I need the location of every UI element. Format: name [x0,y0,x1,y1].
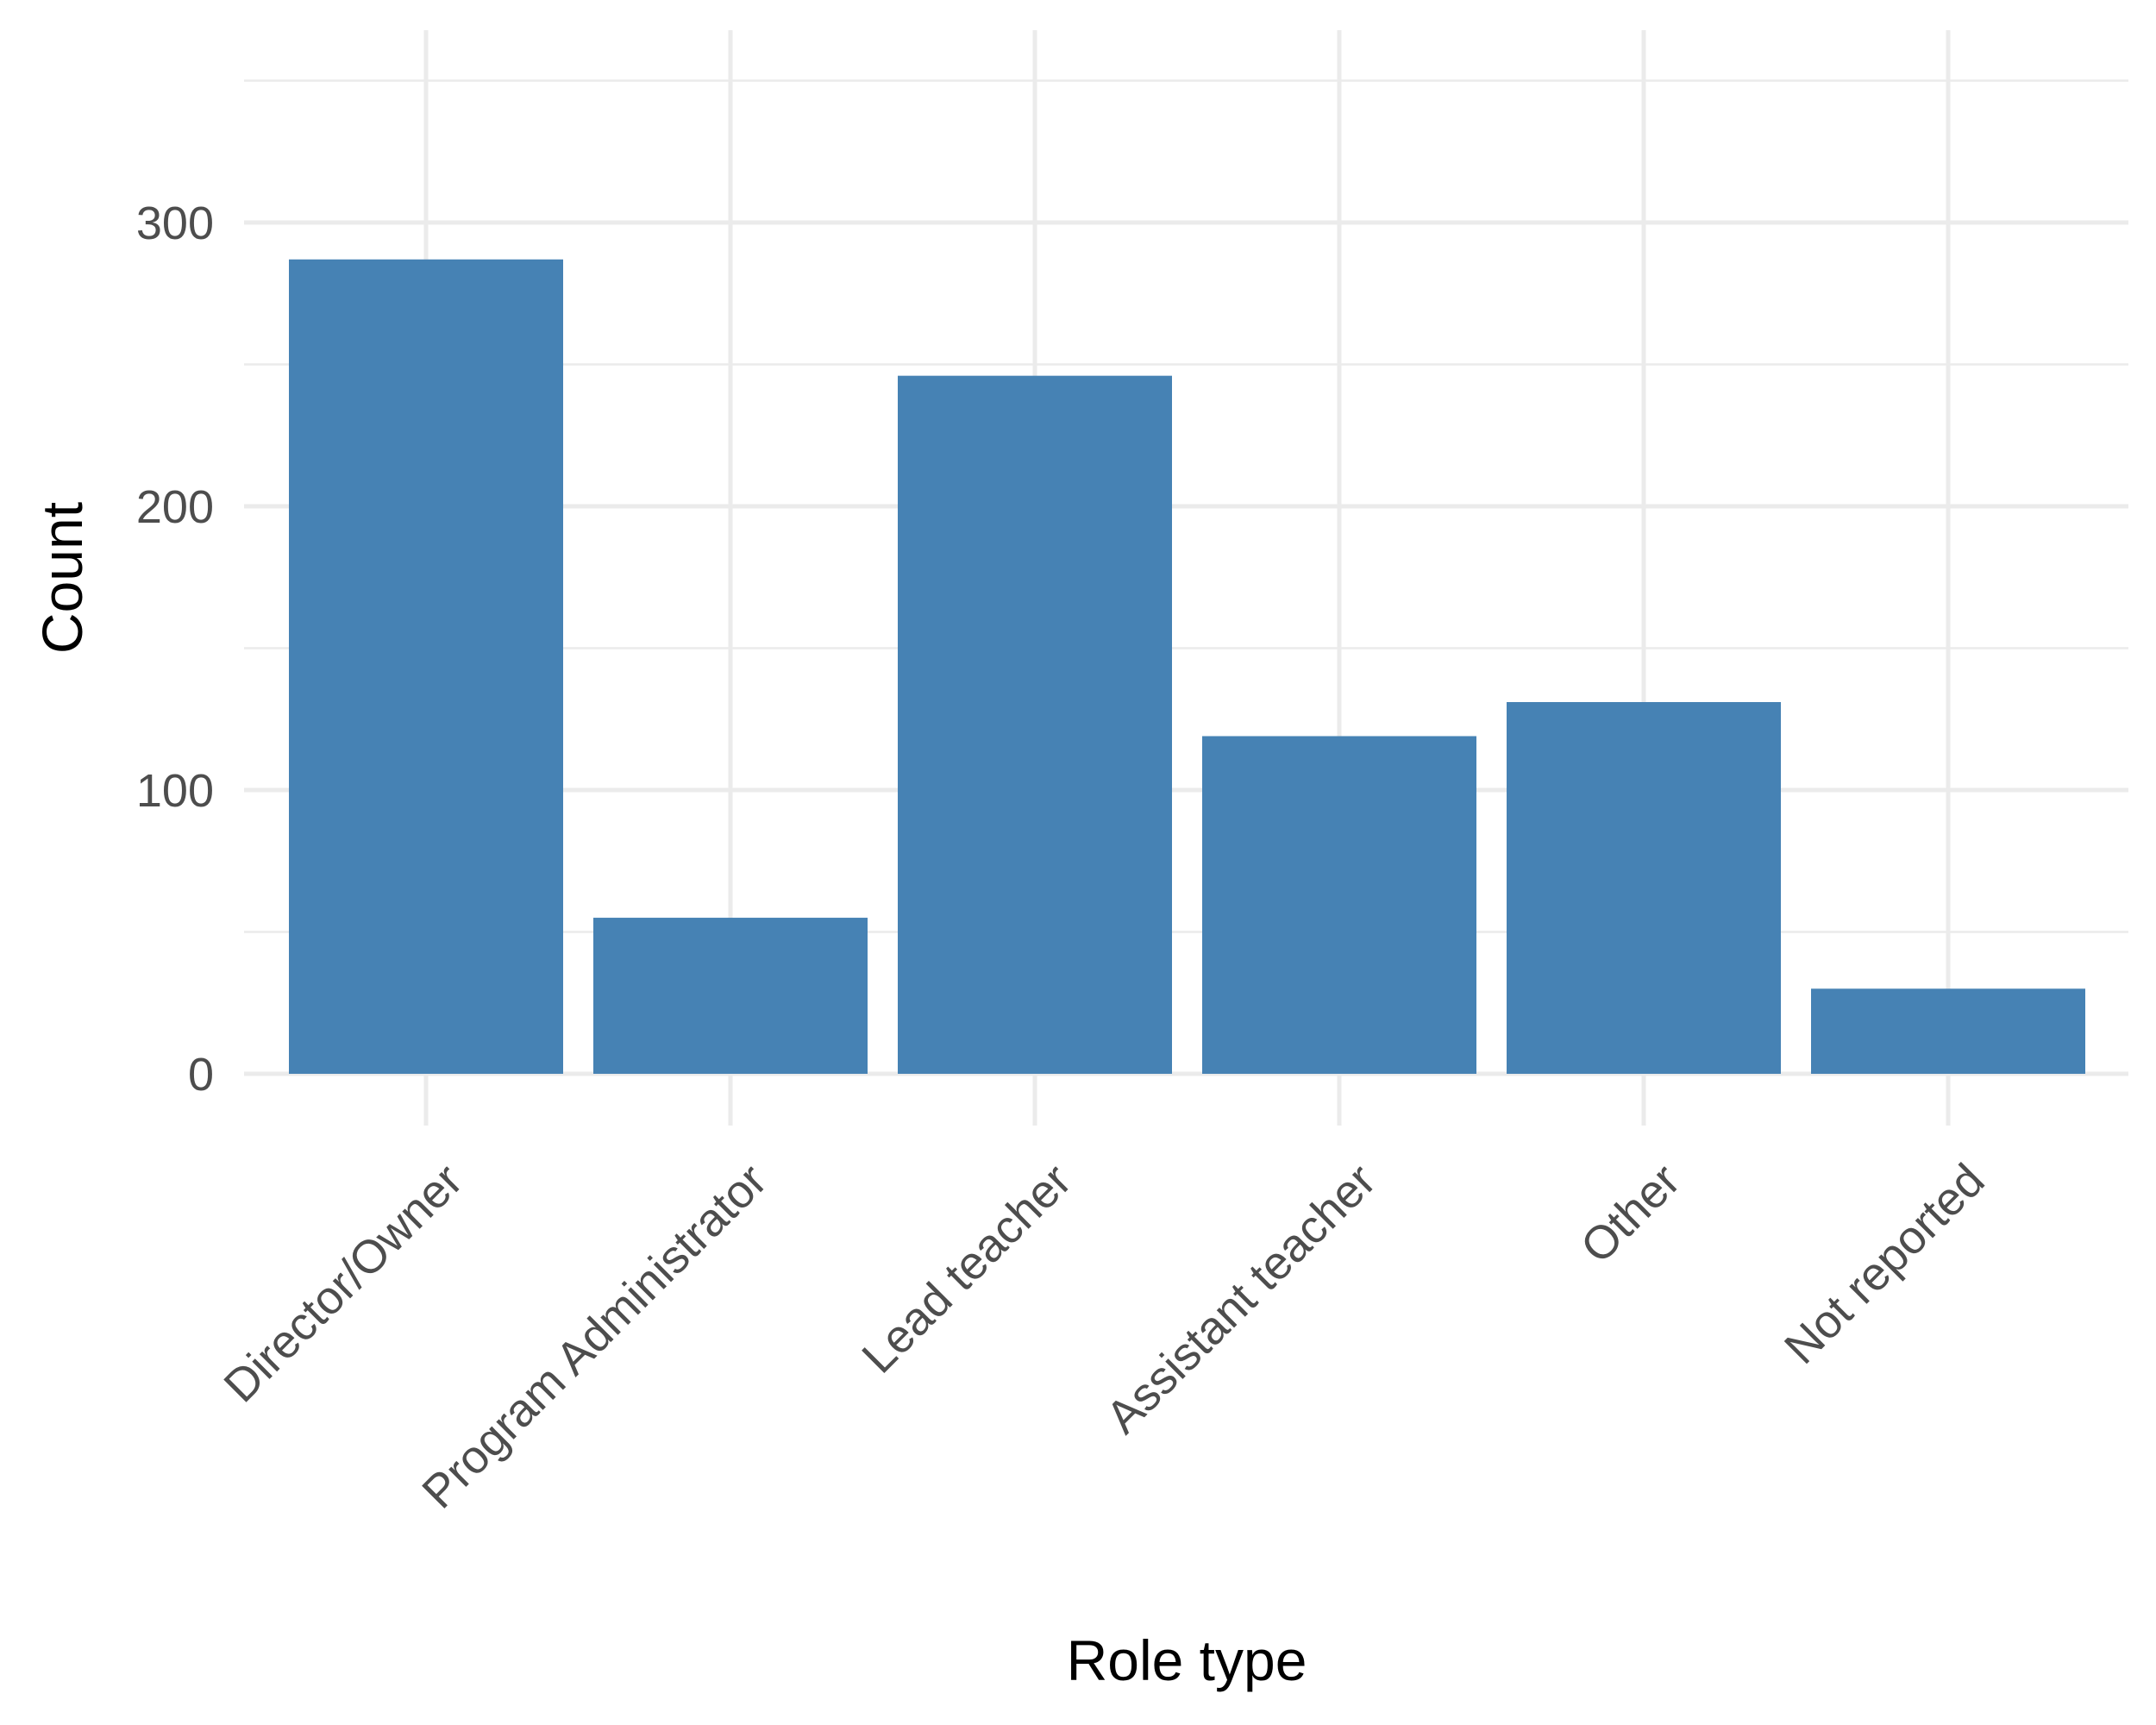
y-tick-label: 100 [136,765,214,817]
bar [898,375,1172,1074]
x-axis-title: Role type [1067,1628,1307,1692]
bar [289,259,563,1074]
y-tick-label: 0 [188,1049,214,1101]
bar [593,918,868,1074]
y-tick-label: 200 [136,481,214,533]
bar [1202,736,1476,1074]
bar [1507,702,1781,1074]
y-axis-title: Count [30,502,94,654]
bar [1811,988,2085,1074]
y-axis-tick-labels: 0 100 200 300 [136,198,214,1101]
bars [289,259,2085,1074]
y-tick-label: 300 [136,198,214,249]
